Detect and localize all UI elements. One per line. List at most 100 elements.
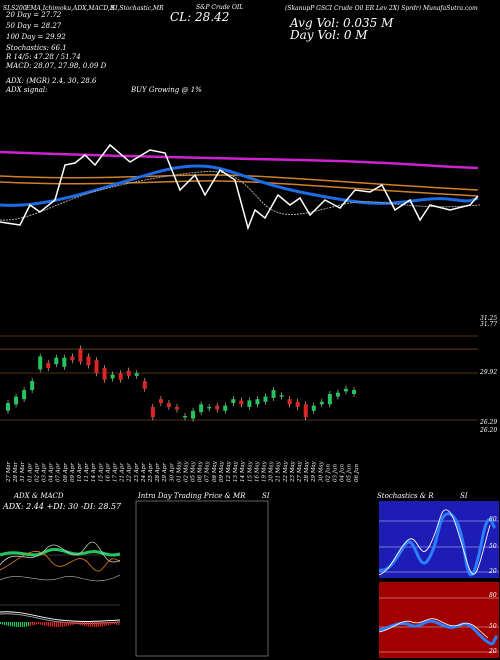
macd-hist-bar-29 <box>58 622 60 627</box>
candle-body-15 <box>126 370 131 376</box>
macd-hist-bar-26 <box>52 622 54 627</box>
date-label-45: 02 Jun <box>325 464 331 482</box>
candle-body-14 <box>118 373 123 380</box>
macd-hist-bar-48 <box>96 622 98 627</box>
date-label-1: 28 Mar <box>13 461 19 483</box>
date-label-38: 21 May <box>276 460 282 483</box>
si-line <box>378 619 499 646</box>
bottom-panels <box>0 500 499 658</box>
macd-hist-bar-56 <box>112 622 114 625</box>
candle-body-22 <box>183 415 188 418</box>
macd-hist-bar-49 <box>98 622 100 627</box>
si-tick-80: 80 <box>489 592 497 599</box>
candle-body-43 <box>352 390 356 394</box>
date-label-13: 15 Apr <box>98 463 104 482</box>
date-label-46: 03 Jun <box>333 464 339 482</box>
candle-body-19 <box>158 399 163 404</box>
macd-hist-bar-52 <box>104 622 106 627</box>
candle-body-16 <box>134 373 139 376</box>
macd-hist-bar-13 <box>26 622 28 627</box>
candle-body-6 <box>54 357 59 365</box>
adx-panel-values: ADX: 2.44 +DI: 30 -DI: 28.57 <box>3 502 122 511</box>
date-label-17: 22 Apr <box>127 463 133 483</box>
date-label-33: 14 May <box>240 460 246 482</box>
date-label-41: 27 May <box>297 460 303 483</box>
candle-body-17 <box>142 381 147 389</box>
adx-panel-bg <box>0 510 120 652</box>
candle-body-39 <box>319 401 324 405</box>
macd-hist-bar-50 <box>100 622 102 627</box>
date-label-9: 09 Apr <box>70 463 76 482</box>
day-vol-label: Day Vol: 0 M <box>290 28 368 42</box>
macd-hist-bar-46 <box>92 622 94 627</box>
macd-hist-bar-2 <box>4 622 6 625</box>
candle-body-41 <box>335 392 340 397</box>
date-label-7: 07 Apr <box>56 463 62 482</box>
date-labels: 27 Mar 28 Mar 31 Mar 01 Apr 02 Apr 03 Apr 04 A… <box>6 460 360 483</box>
date-label-49: 06 Jun <box>354 464 360 482</box>
ema100-label: 100 Day = 29.92 <box>6 33 66 41</box>
candle-body-40 <box>327 393 332 405</box>
date-label-6: 04 Apr <box>49 463 55 482</box>
rsi-label: R 14/5: 47.28 / 51.74 <box>6 53 81 61</box>
macd-hist-bar-53 <box>106 622 108 626</box>
date-label-18: 23 Apr <box>134 463 140 483</box>
date-label-28: 07 May <box>205 460 211 482</box>
macd-hist-bar-55 <box>110 622 112 625</box>
candle-body-33 <box>271 390 276 398</box>
adx-label: ADX: (MGR) 2.4, 30, 28.6 <box>6 77 97 85</box>
candle-body-25 <box>207 406 212 409</box>
candle-body-36 <box>295 401 300 407</box>
date-label-47: 04 Jun <box>340 464 346 482</box>
macd-hist-bar-51 <box>102 622 104 627</box>
date-label-26: 05 May <box>191 460 197 482</box>
ema-orange-line-2 <box>0 180 479 197</box>
date-label-14: 16 Apr <box>105 463 111 482</box>
candle-body-28 <box>231 399 236 404</box>
macd-hist-bar-8 <box>16 622 18 627</box>
date-label-24: 01 May <box>176 460 182 482</box>
price-grid <box>0 335 478 421</box>
macd-hist-bar-5 <box>10 622 12 627</box>
candle-body-20 <box>166 403 171 407</box>
macd-hist-bar-12 <box>24 622 26 627</box>
candle-body-5 <box>46 362 51 369</box>
date-label-37: 20 May <box>269 460 275 483</box>
date-label-15: 17 Apr <box>112 463 118 482</box>
date-label-2: 31 Mar <box>20 461 26 482</box>
candle-body-10 <box>86 356 91 366</box>
si-panel-bg <box>379 582 499 658</box>
macd-hist-bar-18 <box>36 622 38 625</box>
ema50-label: 50 Day = 28.27 <box>6 22 62 30</box>
macd-hist-bar-20 <box>40 622 42 625</box>
macd-hist-bar-34 <box>68 622 70 626</box>
date-label-35: 16 May <box>254 460 260 482</box>
header-line1-right: (SkanupP GSCI Crude Oil ER Lev 2X) Sprdr… <box>285 5 478 12</box>
date-label-8: 08 Apr <box>63 463 69 482</box>
stoch-tick-80: 80 <box>489 516 497 523</box>
signal-dotted-line <box>0 170 481 221</box>
price-label-5: 26.20 <box>480 427 498 434</box>
intraday-panel <box>135 500 269 657</box>
candle-body-35 <box>287 399 292 405</box>
date-label-21: 28 Apr <box>155 463 161 483</box>
header-line1-items: EMA,Ichimoku,ADX,MACD,R <box>26 5 115 12</box>
macd-hist-bar-57 <box>114 622 116 625</box>
header-line1-mid: S&P Crude OIL <box>196 4 244 11</box>
date-label-27: 06 May <box>198 460 204 482</box>
date-label-10: 10 Apr <box>77 463 83 482</box>
candle-body-42 <box>343 388 348 392</box>
candle-body-12 <box>102 368 107 380</box>
macd-hist-bar-32 <box>64 622 66 627</box>
adx-line-3 <box>0 574 121 582</box>
macd-hist-bar-23 <box>46 622 48 626</box>
date-label-16: 21 Apr <box>120 463 126 483</box>
date-label-44: 30 May <box>318 460 324 482</box>
header-line1-left: SLS200 <box>3 5 27 12</box>
macd-hist-bar-42 <box>84 622 86 626</box>
macd-hist-bar-17 <box>34 622 36 625</box>
date-label-42: 28 May <box>304 460 310 483</box>
date-label-12: 14 Apr <box>91 463 97 482</box>
header-line1-items2: SI,Stochastic,MR <box>111 5 164 12</box>
